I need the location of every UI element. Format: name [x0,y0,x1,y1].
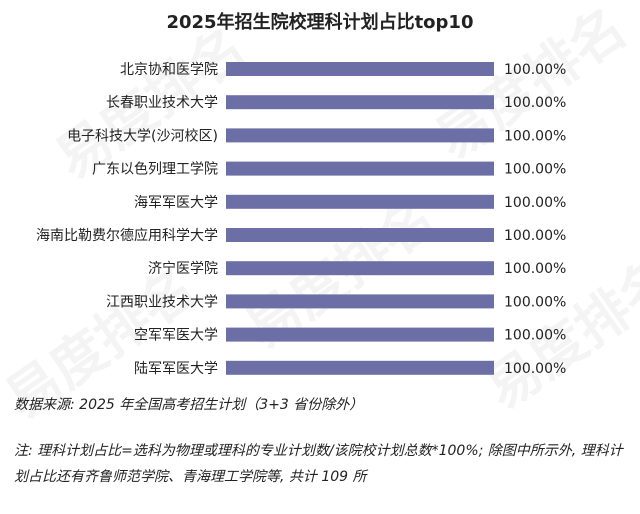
bar [226,261,494,276]
value-label: 100.00% [504,361,566,377]
category-label: 电子科技大学(沙河校区) [67,127,218,144]
bar [226,194,494,209]
bar [226,62,494,76]
category-label: 江西职业技术大学 [106,294,218,310]
bar [226,360,494,375]
footnote-text: 注: 理科计划占比=选科为物理或理科的专业计划数/该院校计划总数*100%; 除… [14,443,623,485]
category-label: 陆军军医大学 [134,361,218,377]
bar [226,228,494,242]
bar-chart: 北京协和医学院 100.00% 长春职业技术大学 100.00% 电子科技大学(沙河校区… [36,62,566,377]
value-label: 100.00% [504,195,566,211]
bar [226,128,494,143]
bar [226,294,494,309]
value-label: 100.00% [504,261,566,277]
category-label: 海军军医大学 [134,195,218,211]
value-label: 100.00% [504,328,566,344]
category-label: 广东以色列理工学院 [92,161,218,178]
value-label: 100.00% [504,294,566,310]
value-label: 100.00% [504,162,566,178]
bar [226,161,494,176]
category-label: 济宁医学院 [148,260,218,277]
value-label: 100.00% [504,228,566,244]
value-label: 100.00% [504,128,566,144]
category-label: 北京协和医学院 [120,62,218,78]
category-label: 长春职业技术大学 [106,95,218,111]
data-source-text: 数据来源: 2025 年全国高考招生计划（3+3 省份除外） [14,397,364,413]
category-label: 空军军医大学 [134,328,218,344]
bar [226,95,494,110]
value-label: 100.00% [504,95,566,111]
value-label: 100.00% [504,62,566,78]
chart-title: 2025年招生院校理科计划占比top10 [166,12,474,33]
category-label: 海南比勒费尔德应用科学大学 [36,227,218,244]
bar [226,327,494,342]
